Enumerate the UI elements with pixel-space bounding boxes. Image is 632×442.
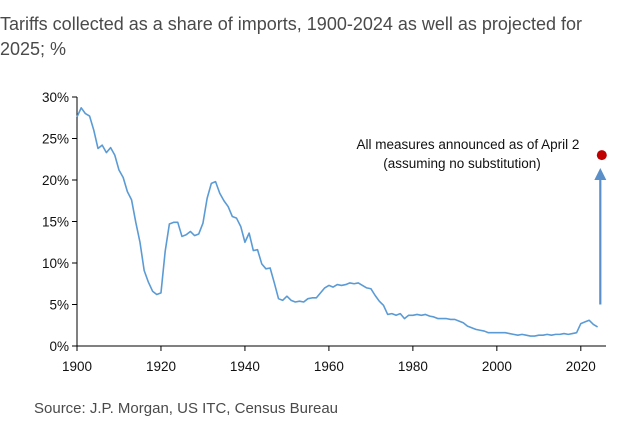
y-tick-label: 30% xyxy=(42,90,69,105)
x-tick-label: 2020 xyxy=(566,359,596,374)
y-tick-label: 10% xyxy=(42,256,69,271)
annotation-line-1: All measures announced as of April 2 xyxy=(357,137,580,152)
x-axis: 1900 1920 1940 1960 1980 2000 2020 xyxy=(62,345,606,374)
y-tick-label: 5% xyxy=(49,298,69,313)
y-tick-label: 0% xyxy=(49,339,69,354)
projection-arrow xyxy=(594,168,607,305)
y-tick-label: 25% xyxy=(42,132,69,147)
series-line-tariff-share xyxy=(76,106,599,337)
y-tick-label: 20% xyxy=(42,173,69,188)
x-tick-label: 1900 xyxy=(62,359,92,374)
x-tick-label: 2000 xyxy=(482,359,512,374)
source-note: Source: J.P. Morgan, US ITC, Census Bure… xyxy=(34,400,339,417)
y-tick-label: 15% xyxy=(42,215,69,230)
annotation-line-2: (assuming no substitution) xyxy=(383,156,541,171)
chart-title: Tariffs collected as a share of imports,… xyxy=(0,14,582,59)
projection-point-2025 xyxy=(596,150,607,161)
x-tick-label: 1920 xyxy=(146,359,176,374)
x-tick-label: 1980 xyxy=(398,359,428,374)
x-tick-label: 1940 xyxy=(230,359,260,374)
y-axis: 0% 5% 10% 15% 20% 25% 30% xyxy=(42,90,78,354)
x-tick-label: 1960 xyxy=(314,359,344,374)
arrow-head xyxy=(594,168,607,181)
